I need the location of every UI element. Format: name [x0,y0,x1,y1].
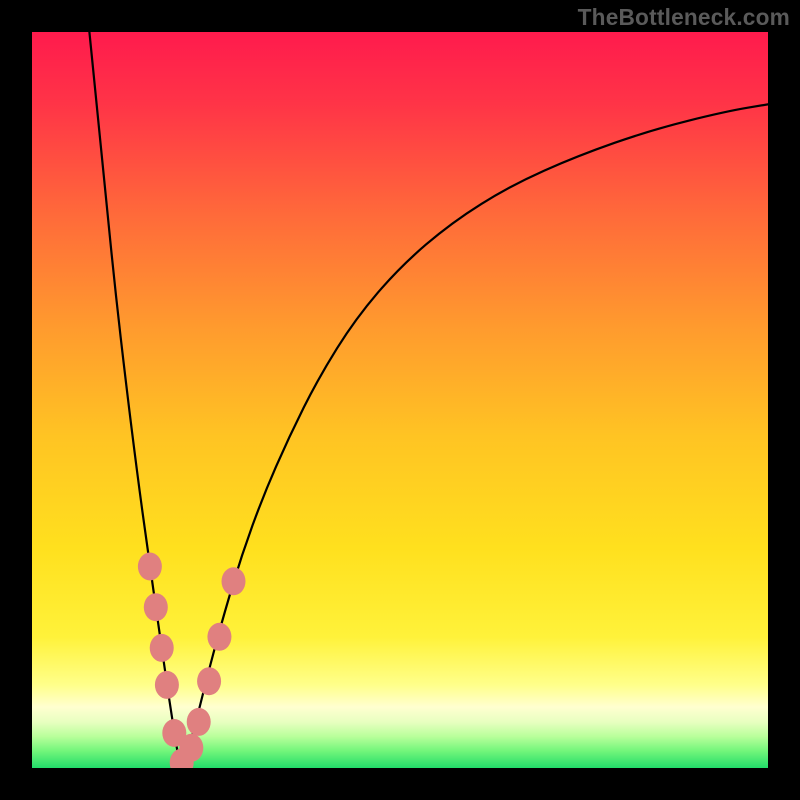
plot-frame [30,30,770,770]
watermark-text: TheBottleneck.com [578,4,790,31]
